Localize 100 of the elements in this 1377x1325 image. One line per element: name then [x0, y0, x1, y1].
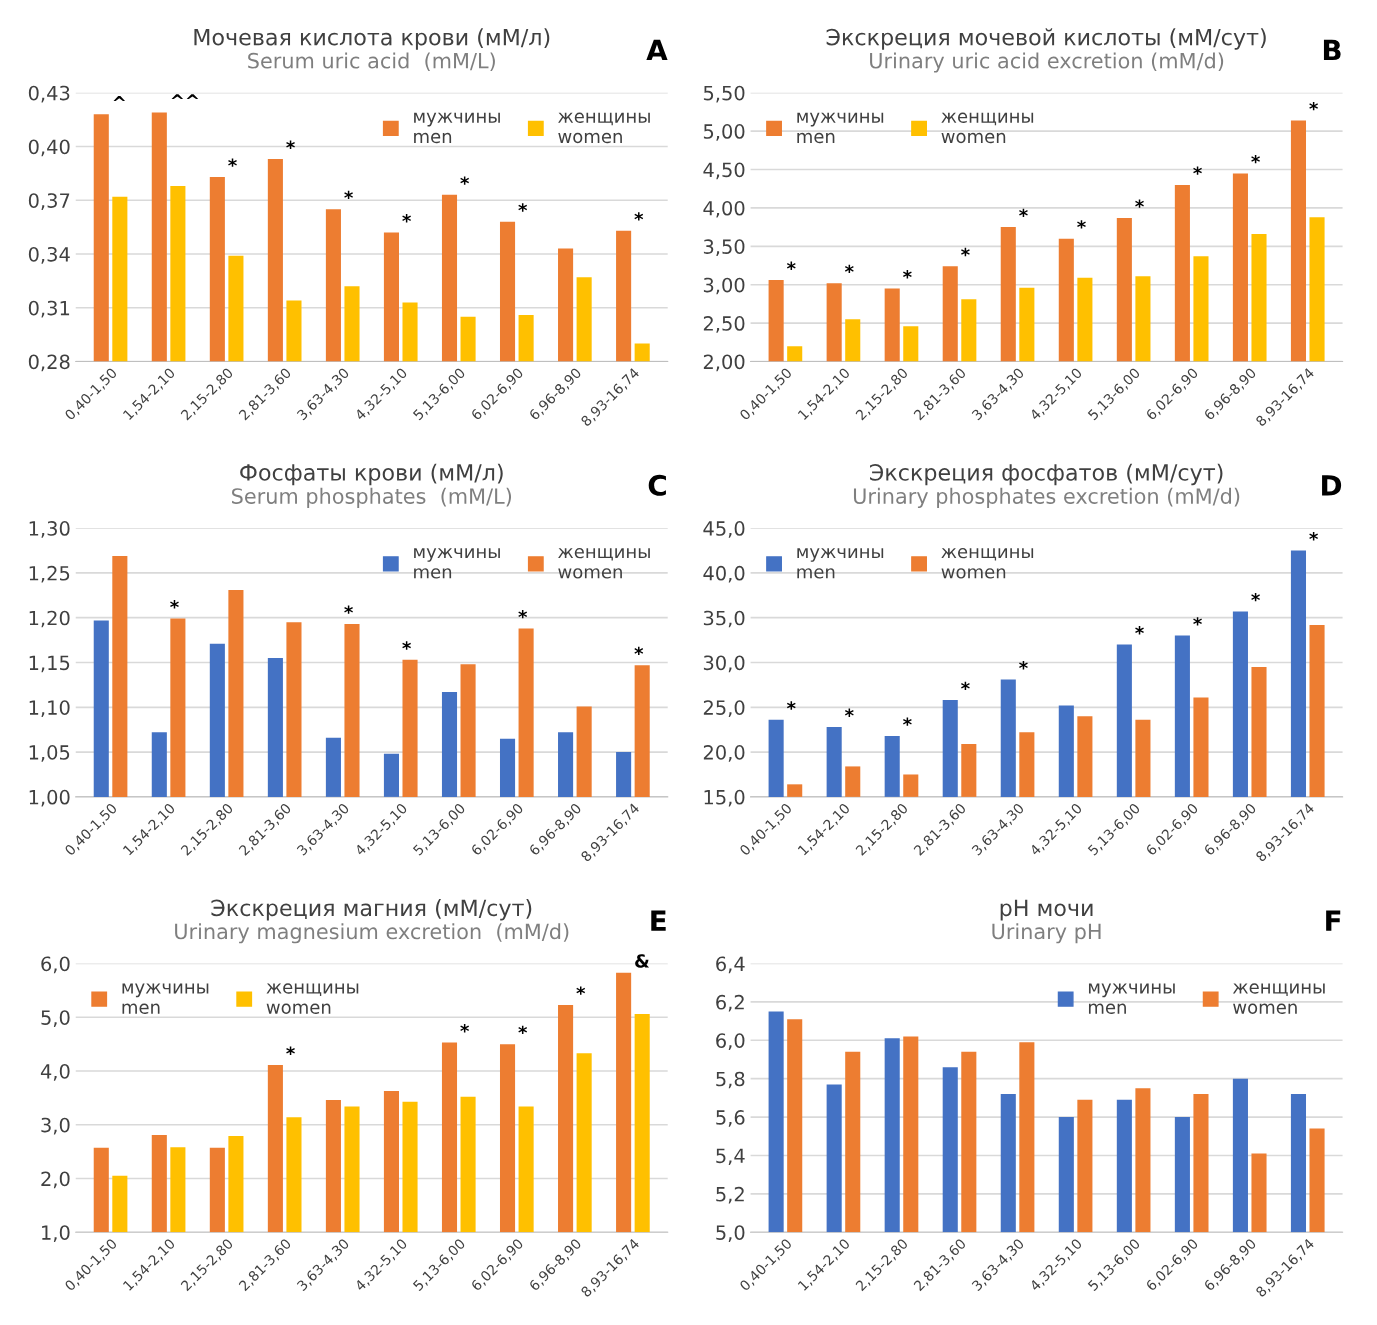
annotation: *	[1309, 101, 1318, 111]
chart-subtitle: Serum uric acid (mM/L)	[248, 52, 495, 72]
annotation: *	[228, 158, 237, 167]
y-tick-label: 1,10	[29, 700, 70, 717]
y-tick-label: 6,4	[716, 956, 745, 974]
y-tick-label: 4,00	[703, 200, 745, 218]
annotation: *	[1135, 626, 1144, 635]
y-tick-label: 0,34	[28, 246, 70, 264]
annotation: *	[344, 190, 353, 200]
annotation: *	[460, 1024, 470, 1033]
y-tick-label: 4,50	[703, 162, 745, 180]
annotation: ^^	[171, 94, 199, 100]
chart-title: Экскреция магния (мМ/сут)	[211, 899, 532, 921]
annotation: *	[1309, 532, 1318, 541]
y-tick-label: 20,0	[703, 745, 745, 762]
y-tick-label: 5,8	[716, 1071, 745, 1089]
y-tick-label: 35,0	[703, 610, 745, 628]
y-tick-label: 1,20	[29, 610, 70, 628]
annotation: *	[903, 270, 912, 279]
y-tick-label: 5,0	[41, 1010, 70, 1027]
annotation: *	[1251, 592, 1260, 602]
annotation: *	[170, 600, 179, 609]
annotation: *	[1019, 661, 1028, 670]
text: F	[1326, 910, 1341, 931]
y-tick-label: 1,30	[29, 521, 70, 538]
y-tick-label: 1,25	[29, 565, 70, 583]
chart-title: Экскреция фосфатов (мМ/сут)	[870, 463, 1223, 486]
y-tick-label: 1,05	[29, 745, 70, 762]
y-tick-label: 45,0	[703, 521, 745, 538]
y-tick-label: 2,50	[703, 316, 745, 333]
annotation: *	[460, 176, 470, 185]
y-tick-label: 5,2	[716, 1186, 744, 1204]
annotation: &	[635, 954, 650, 968]
text: C	[648, 474, 666, 496]
annotation: ^	[113, 95, 126, 101]
legend-label: женщины women	[558, 112, 650, 144]
annotation: *	[518, 203, 528, 212]
chart-subtitle: Serum phosphates (mM/L)	[232, 487, 512, 508]
y-tick-label: 5,50	[703, 85, 745, 103]
legend-label: женщины women	[941, 547, 1034, 579]
annotation: *	[576, 986, 586, 995]
annotation: *	[634, 212, 644, 221]
chart-title: Экскреция мочевой кислоты (мМ/сут)	[826, 28, 1266, 50]
annotation: *	[286, 140, 295, 149]
y-tick-label: 40,0	[703, 565, 745, 583]
chart-title: Фосфаты крови (мМ/л)	[240, 463, 503, 486]
y-tick-label: 5,4	[716, 1148, 745, 1166]
chart-subtitle: Urinary phosphates excretion (mM/d)	[853, 487, 1240, 508]
chart-title: Мочевая кислота крови (мМ/л)	[194, 28, 550, 50]
y-tick-label: 25,0	[703, 700, 745, 717]
text: E	[651, 910, 666, 931]
legend-label: женщины women	[941, 112, 1034, 144]
chart-subtitle: Urinary pH	[992, 923, 1101, 944]
annotation: *	[903, 717, 912, 726]
y-tick-label: 1,15	[29, 655, 70, 673]
y-tick-label: 6,2	[716, 994, 744, 1012]
y-tick-label: 6,0	[716, 1033, 745, 1050]
y-tick-label: 3,0	[41, 1117, 70, 1135]
annotation: *	[1135, 199, 1144, 208]
annotation: *	[1019, 208, 1028, 218]
annotation: *	[344, 605, 353, 614]
annotation: *	[1251, 154, 1260, 164]
legend-label: женщины women	[266, 983, 359, 1014]
y-tick-label: 3,00	[703, 277, 745, 295]
legend-label: мужчины men	[414, 547, 500, 579]
annotation: *	[518, 1025, 528, 1035]
y-tick-label: 0,31	[28, 300, 70, 318]
text: B	[1323, 39, 1341, 61]
legend-label: мужчины men	[414, 112, 500, 144]
legend-label: женщины women	[558, 547, 650, 579]
annotation: *	[1077, 220, 1086, 229]
y-tick-label: 0,37	[28, 193, 70, 210]
annotation: *	[634, 646, 644, 656]
legend-label: мужчины men	[122, 983, 209, 1014]
legend-label: мужчины men	[1088, 983, 1175, 1014]
annotation: *	[402, 641, 411, 650]
annotation: *	[961, 681, 970, 691]
y-tick-label: 30,0	[703, 655, 745, 673]
y-tick-label: 5,6	[716, 1110, 745, 1127]
annotation: *	[786, 701, 796, 710]
y-tick-label: 0,43	[28, 85, 70, 103]
legend-label: женщины women	[1232, 983, 1325, 1014]
annotation: *	[844, 264, 854, 274]
annotation: *	[402, 214, 411, 223]
legend-label: мужчины men	[797, 547, 884, 579]
chart-title: pH мочи	[1000, 899, 1093, 921]
annotation: *	[1193, 166, 1202, 175]
chart-subtitle: Urinary uric acid excretion (mM/d)	[870, 52, 1224, 73]
annotation: *	[786, 261, 796, 270]
annotation: *	[518, 609, 528, 619]
y-tick-label: 5,00	[703, 124, 745, 141]
y-tick-label: 2,0	[41, 1171, 70, 1189]
annotation: *	[286, 1046, 295, 1055]
y-tick-label: 6,0	[41, 956, 70, 974]
y-tick-label: 4,0	[40, 1063, 70, 1081]
text: A	[646, 39, 668, 61]
chart-subtitle: Urinary magnesium excretion (mM/d)	[175, 923, 569, 944]
annotation: *	[961, 247, 970, 257]
y-tick-label: 3,50	[703, 239, 745, 256]
y-tick-label: 0,40	[28, 139, 70, 157]
